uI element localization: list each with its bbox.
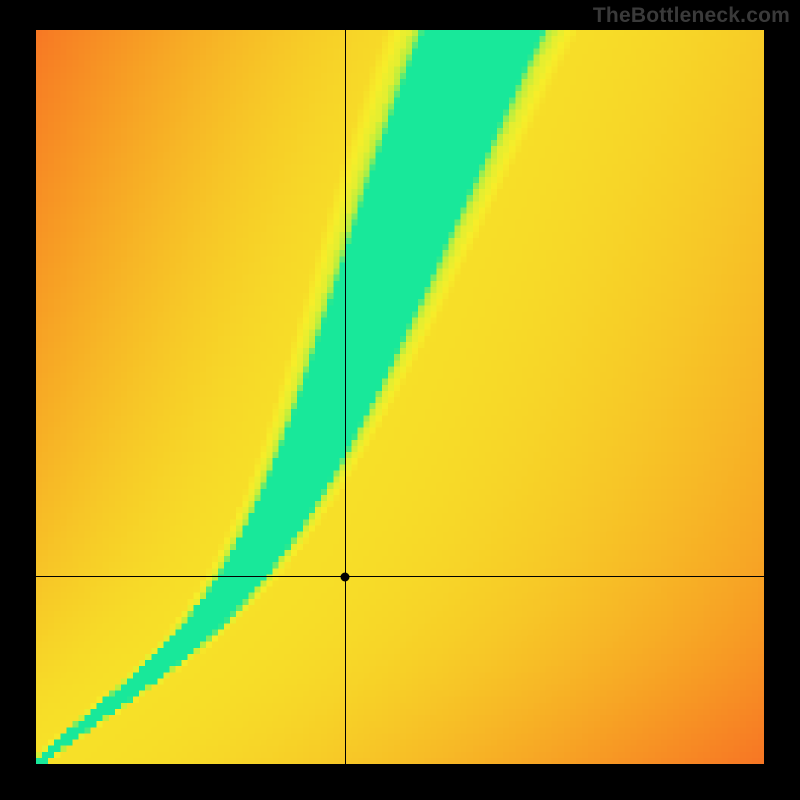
crosshair-vertical bbox=[345, 30, 346, 764]
heatmap-canvas bbox=[36, 30, 764, 764]
marker-dot bbox=[341, 572, 350, 581]
chart-container: TheBottleneck.com bbox=[0, 0, 800, 800]
crosshair-horizontal bbox=[36, 576, 764, 577]
watermark-text: TheBottleneck.com bbox=[593, 4, 790, 28]
